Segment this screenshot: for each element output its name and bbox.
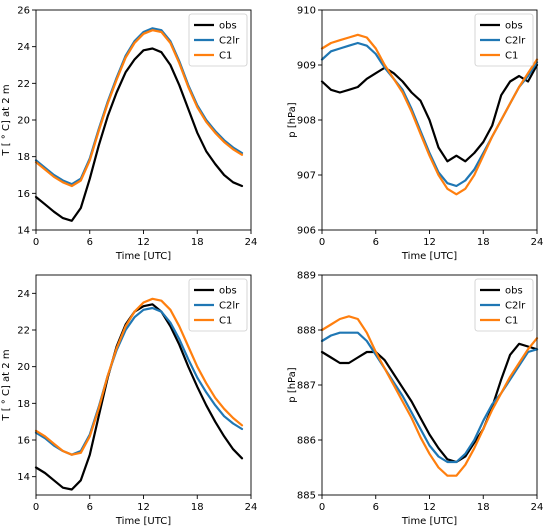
x-tick-label: 0 (319, 502, 325, 513)
y-tick-label: 906 (297, 226, 316, 237)
y-axis-label: T [ ° C] at 2 m (1, 349, 12, 421)
x-axis-label: Time [UTC] (115, 516, 171, 527)
series-line-c2lr (320, 331, 539, 464)
x-tick-label: 18 (477, 502, 490, 513)
legend-label-c2lr: C2lr (505, 36, 526, 47)
x-axis-label: Time [UTC] (401, 251, 457, 262)
y-tick-label: 20 (17, 116, 30, 127)
legend-label-obs: obs (219, 21, 237, 32)
legend-label-c2lr: C2lr (219, 36, 240, 47)
legend: obs C2lr C1 (188, 278, 248, 332)
series-line-c1 (320, 315, 539, 477)
x-tick-label: 0 (33, 502, 39, 513)
series-line-obs (320, 342, 539, 464)
y-tick-label: 910 (297, 6, 316, 17)
legend-box (188, 13, 248, 67)
y-tick-label: 22 (17, 79, 30, 90)
series-line-c2lr (34, 27, 244, 186)
series-line-obs (34, 47, 244, 222)
legend-label-obs: obs (505, 21, 523, 32)
panel-3: 0 6 12 18 24 14 16 18 20 22 24 Time [UTC] T [ ° C] a… (1, 274, 258, 527)
x-tick-label: 6 (373, 237, 379, 248)
legend-label-c1: C1 (505, 316, 518, 327)
y-tick-label: 18 (17, 399, 30, 410)
x-tick-label: 0 (33, 237, 39, 248)
y-tick-label: 887 (297, 381, 316, 392)
y-axis-label: p [hPa] (287, 102, 298, 137)
x-tick-label: 6 (373, 502, 379, 513)
x-tick-label: 6 (87, 502, 93, 513)
legend-label-c1: C1 (219, 51, 232, 62)
x-tick-label: 0 (319, 237, 325, 248)
x-tick-label: 24 (531, 237, 544, 248)
x-tick-label: 24 (245, 502, 258, 513)
legend-box (474, 13, 534, 67)
y-tick-label: 24 (17, 289, 30, 300)
y-tick-label: 14 (17, 226, 30, 237)
legend: obs C2lr C1 (188, 13, 248, 67)
series-line-obs (34, 303, 244, 491)
legend-label-obs: obs (505, 286, 523, 297)
legend-label-c2lr: C2lr (505, 301, 526, 312)
legend-label-c2lr: C2lr (219, 301, 240, 312)
x-tick-label: 12 (423, 502, 436, 513)
series-line-c1 (34, 29, 244, 188)
x-tick-label: 18 (191, 237, 204, 248)
legend-label-c1: C1 (219, 316, 232, 327)
y-tick-label: 16 (17, 436, 30, 447)
series-line-c1 (34, 297, 244, 456)
legend-label-c1: C1 (505, 51, 518, 62)
x-tick-label: 12 (137, 237, 150, 248)
x-tick-label: 24 (245, 237, 258, 248)
y-tick-label: 24 (17, 42, 30, 53)
y-tick-label: 885 (297, 491, 316, 502)
x-axis-label: Time [UTC] (401, 516, 457, 527)
y-axis-label: p [hPa] (287, 367, 298, 402)
y-tick-label: 16 (17, 189, 30, 200)
y-tick-label: 22 (17, 326, 30, 337)
x-tick-label: 18 (191, 502, 204, 513)
series-line-c1 (320, 33, 539, 196)
y-tick-label: 886 (297, 436, 316, 447)
legend: obs C2lr C1 (474, 13, 534, 67)
x-tick-label: 18 (477, 237, 490, 248)
legend-box (474, 278, 534, 332)
y-tick-label: 909 (297, 61, 316, 72)
y-tick-label: 908 (297, 116, 316, 127)
panel-1: 0 6 12 18 24 14 16 18 20 22 24 26 Time [UTC] T [ ° C]… (1, 6, 257, 263)
x-tick-label: 24 (531, 502, 544, 513)
x-tick-label: 12 (137, 502, 150, 513)
panel-2: 0 6 12 18 24 906 907 908 909 910 Time [UTC] p [hPa]… (287, 6, 543, 263)
y-tick-label: 26 (17, 6, 30, 17)
y-axis-label: T [ ° C] at 2 m (1, 84, 12, 156)
y-tick-label: 889 (297, 271, 316, 282)
x-axis-label: Time [UTC] (115, 251, 171, 262)
x-tick-label: 12 (423, 237, 436, 248)
legend: obs C2lr C1 (474, 278, 534, 332)
y-tick-label: 18 (17, 152, 30, 163)
y-tick-label: 14 (17, 472, 30, 483)
y-tick-label: 907 (297, 171, 316, 182)
legend-label-obs: obs (219, 286, 237, 297)
y-tick-label: 20 (17, 362, 30, 373)
y-tick-label: 888 (297, 326, 316, 337)
series-line-obs (320, 63, 539, 163)
panel-4: 0 6 12 18 24 885 886 887 888 889 Time [UTC] p [hPa]… (287, 271, 543, 528)
x-tick-label: 6 (87, 237, 93, 248)
legend-box (188, 278, 248, 332)
